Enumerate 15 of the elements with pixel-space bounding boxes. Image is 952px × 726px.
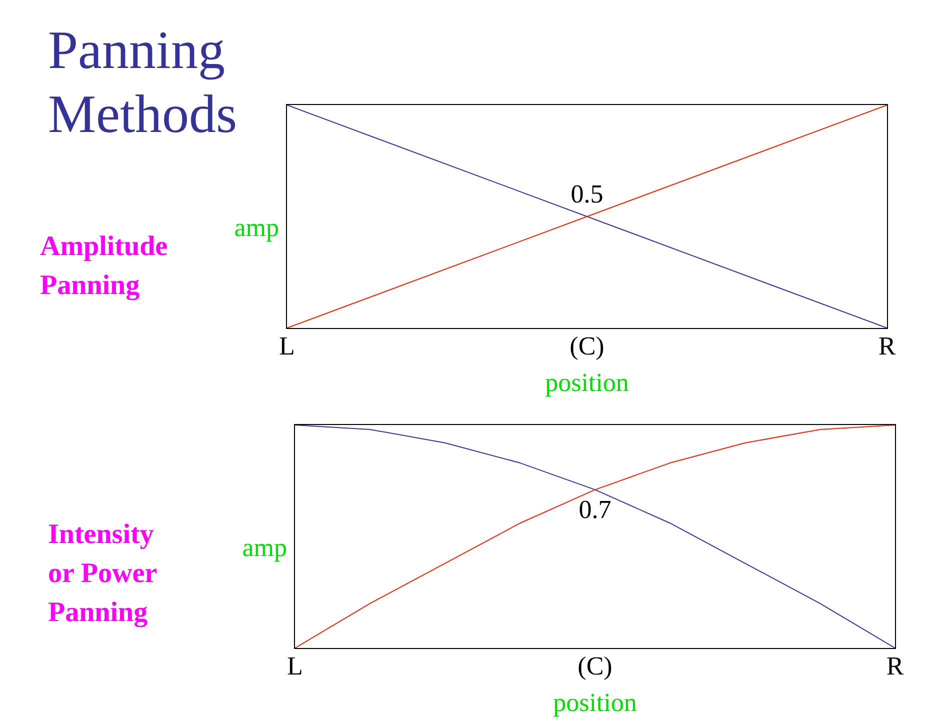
x-axis-title: position — [544, 368, 630, 398]
y-axis-title: amp — [241, 533, 287, 563]
x-axis-title: position — [552, 688, 638, 718]
x-tick-label: (C) — [570, 331, 604, 360]
x-tick-label: R — [878, 331, 896, 360]
y-axis-title: amp — [233, 213, 279, 243]
chart-title: Panning Methods — [48, 19, 238, 146]
text: Intensity or Power Panning — [48, 518, 158, 630]
text: Amplitude Panning — [40, 230, 169, 303]
x-tick-label: L — [279, 331, 295, 360]
annotation: 0.7 — [578, 495, 612, 524]
x-tick-label: R — [886, 651, 904, 680]
x-tick-label: L — [287, 651, 303, 680]
annotation: 0.5 — [570, 180, 604, 208]
x-tick-label: (C) — [578, 651, 612, 680]
